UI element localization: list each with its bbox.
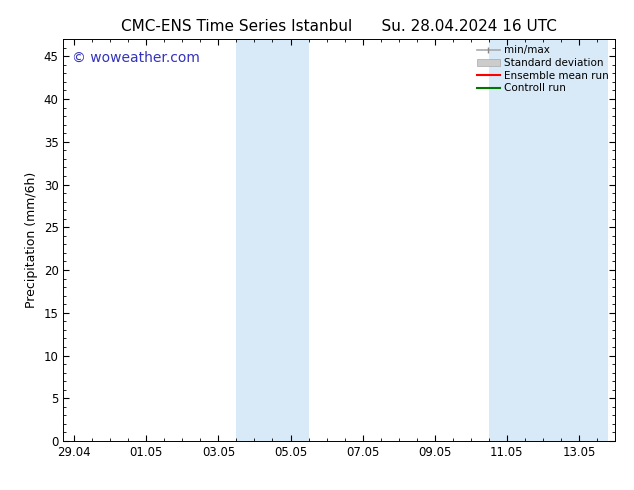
Legend: min/max, Standard deviation, Ensemble mean run, Controll run: min/max, Standard deviation, Ensemble me… xyxy=(473,41,613,98)
Text: © woweather.com: © woweather.com xyxy=(72,51,200,65)
Title: CMC-ENS Time Series Istanbul      Su. 28.04.2024 16 UTC: CMC-ENS Time Series Istanbul Su. 28.04.2… xyxy=(121,19,557,34)
Bar xyxy=(489,39,608,441)
Y-axis label: Precipitation (mm/6h): Precipitation (mm/6h) xyxy=(25,172,38,308)
Bar xyxy=(236,39,309,441)
